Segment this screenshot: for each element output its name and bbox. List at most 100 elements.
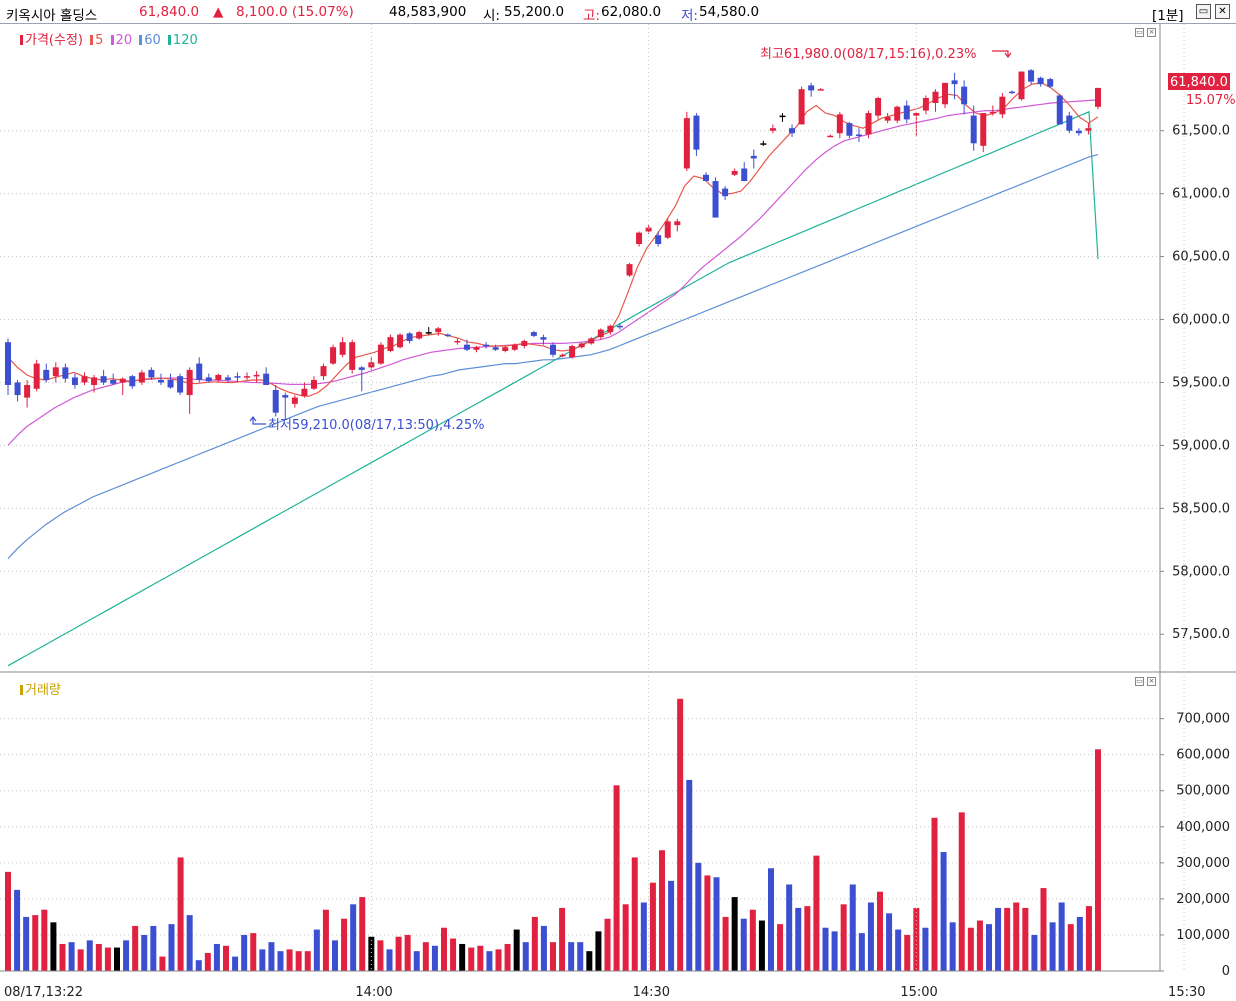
volume-tick-label: 0 [1222,964,1230,979]
price-tag-pct: 15.07% [1186,93,1236,108]
change-up-arrow-icon: ▲ [213,4,224,20]
price-grid: 57,500.0 58,000.0 58,500.0 59,000.0 59,500.0… [0,124,1230,642]
candle-body [569,345,576,358]
interval-selector[interactable]: [1분] [1152,8,1184,24]
volume-bar [250,933,257,971]
price-tick-label: 58,000.0 [1172,564,1230,579]
price-legend-label: 가격(수정) [25,33,83,48]
volume-bar [495,949,502,971]
volume-bar [304,951,311,971]
volume-bar [368,936,375,971]
candle-body [215,374,222,380]
candle-body [473,347,480,350]
candle-body [100,376,107,383]
volume-grid: 0 100,000 200,000 300,000 400,000 500,000 600,… [0,712,1230,979]
volume-bar [332,940,338,971]
volume-bar [940,852,947,971]
candle-body [205,377,212,382]
candle-body [1047,79,1054,87]
volume-pane-restore-icon[interactable]: ▭ [1135,677,1144,686]
high-label: 고: [583,8,600,24]
candle-body [492,347,499,350]
price-legend: 가격(수정) 5 20 60 120 [20,29,198,48]
time-tick-label: 14:30 [633,985,670,1000]
close-icon[interactable]: ✕ [1215,4,1230,19]
candle-body [425,332,432,334]
volume-bar [114,947,120,971]
volume-bar [795,907,802,971]
volume-bar [613,785,620,971]
volume-bar [531,916,538,971]
ma60-legend-label: 60 [144,33,161,48]
volume-bar [377,940,384,971]
volume-bar [1040,888,1047,971]
candle-body [148,369,155,378]
candle-body [951,80,958,85]
volume-tick-label: 200,000 [1176,892,1230,907]
volume-tick-label: 600,000 [1176,748,1230,763]
time-tick-label: 08/17,13:22 [4,985,83,1000]
candle-body [291,397,298,404]
price-tick-label: 57,500.0 [1172,627,1230,642]
volume-bar [286,949,293,971]
volume-tick-label: 400,000 [1176,820,1230,835]
candle-body [234,376,241,378]
candle-body [693,115,700,150]
candle-body [511,344,518,350]
volume-bar [195,960,202,971]
volume-bar [622,904,629,971]
candle-body [731,170,738,175]
volume-bar [23,916,30,971]
candle-body [1008,91,1015,94]
candle-body [1075,130,1082,134]
volume-bar [550,942,556,971]
price-pane-restore-icon[interactable]: ▭ [1135,28,1144,37]
moving-average-lines [7,82,1099,667]
candle-body [502,347,509,351]
volume-bar [1076,916,1083,971]
volume-bar [213,943,220,971]
volume-bar [241,934,248,971]
candle-body [875,97,882,116]
candle-body [339,342,346,355]
restore-icon[interactable]: ▭ [1196,4,1211,19]
volume-bar [5,871,11,971]
volume-bar [867,902,874,971]
candle-body [129,376,136,387]
price-tick-label: 61,000.0 [1172,187,1230,202]
candle-body [387,337,394,351]
volume-bar [577,942,584,971]
low-annotation-arrowhead [249,416,257,422]
candle-body [855,134,862,136]
volume-bar [740,918,747,971]
ma20-line [7,99,1099,446]
price-pane-close-icon[interactable]: × [1147,28,1156,37]
candle-body [138,372,145,383]
candle-body [14,382,21,396]
candle-body [253,374,260,377]
candle-body [157,379,164,383]
volume-bar [986,924,992,971]
candle-body [961,86,968,105]
price-tick-label: 59,500.0 [1172,375,1230,390]
candle-body [454,340,461,343]
volume-bar [150,925,157,971]
candle-body [435,328,442,333]
candle-body [683,118,690,169]
volume-bar [1013,902,1020,971]
volume-bar [431,945,438,971]
volume-tick-label: 500,000 [1176,784,1230,799]
volume-bar [640,902,647,971]
candle-body [1066,115,1073,131]
volume-bar [949,922,956,971]
candle-body [779,115,786,118]
volume-bar [540,925,547,971]
volume-bar [204,952,211,971]
volume-bar [768,868,774,971]
volume-pane-close-icon[interactable]: × [1147,677,1156,686]
volume-bar [668,880,675,971]
candle-body [52,367,59,377]
volume-bar [649,882,656,971]
candle-body [846,123,853,136]
candle-body [836,114,843,134]
